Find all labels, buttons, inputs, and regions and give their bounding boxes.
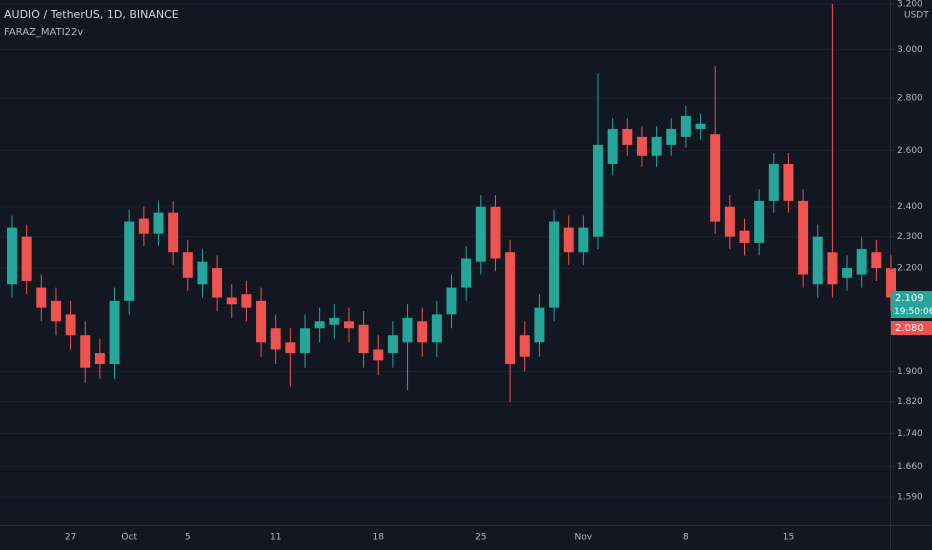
chart-title: AUDIO / TetherUS, 1D, BINANCE: [4, 8, 179, 21]
y-unit: USDT: [904, 11, 929, 21]
candle-body: [812, 236, 823, 285]
candle-body: [256, 300, 267, 343]
y-tick-label: 2.300: [897, 232, 923, 242]
x-tick-label: Nov: [575, 533, 593, 543]
y-tick-label: 1.900: [897, 367, 923, 377]
candle-body: [446, 287, 457, 315]
candle-body: [138, 218, 149, 234]
candle-body: [607, 128, 618, 165]
y-tick-label: 1.820: [897, 397, 923, 407]
candle-body: [578, 227, 589, 253]
candle-body: [226, 297, 237, 305]
candle-body: [842, 268, 853, 278]
grid: [0, 3, 890, 498]
candle-body: [490, 206, 501, 259]
candle-body: [182, 252, 193, 278]
candle-body: [373, 349, 384, 361]
candle-body: [36, 287, 47, 308]
candle-body: [21, 236, 32, 282]
candle-body: [314, 321, 325, 329]
candle-body: [563, 227, 574, 253]
y-tick-label: 3.000: [897, 45, 923, 55]
candle-body: [402, 317, 413, 343]
candle-body: [80, 335, 91, 368]
y-tick-label: 2.800: [897, 94, 923, 104]
candle-body: [300, 328, 310, 354]
x-tick-label: 8: [683, 533, 689, 543]
candle-body: [724, 206, 735, 237]
candle-body: [593, 144, 603, 237]
candle-body: [549, 221, 560, 308]
candle-body: [168, 212, 179, 253]
x-tick-label: 25: [475, 533, 486, 543]
y-tick-label: 3.200: [897, 0, 923, 9]
candle-body: [827, 252, 838, 285]
indicator-price-label: 2.080: [895, 323, 924, 334]
candle-body: [270, 328, 281, 350]
candle-body: [651, 136, 662, 156]
candle-body: [50, 300, 61, 322]
candle-body: [461, 258, 472, 288]
labels: 3.200 3.000 2.800 2.600 2.400 2.300 2.200 1.900…: [65, 0, 923, 543]
candle-body: [475, 206, 486, 262]
candle-body: [680, 115, 691, 137]
indicator-name: FARAZ_MATI22v: [4, 27, 83, 38]
last-price-label: 2.109: [895, 293, 924, 304]
candle-body: [431, 314, 442, 343]
candle-body: [739, 230, 750, 243]
candle-body: [798, 200, 809, 275]
y-tick-label: 2.400: [897, 202, 923, 212]
indicator-price-box: [891, 321, 932, 335]
candle-body: [636, 136, 647, 156]
candle-body: [783, 164, 794, 201]
candle-body: [153, 212, 164, 234]
candle-body: [343, 321, 354, 329]
candle-body: [534, 307, 545, 343]
candle-body: [768, 164, 779, 201]
x-tick-label: 11: [270, 533, 281, 543]
candle-body: [622, 128, 633, 145]
candle-body: [358, 324, 369, 354]
candle-body: [197, 261, 208, 285]
x-tick-label: 15: [783, 533, 794, 543]
candle-body: [109, 300, 120, 365]
countdown-box: [891, 305, 932, 318]
candle-body: [710, 134, 721, 222]
candle-body: [695, 123, 706, 129]
y-tick-label: 2.200: [897, 264, 923, 274]
x-tick-label: Oct: [121, 533, 137, 543]
candles: [7, 3, 896, 402]
y-tick-label: 1.660: [897, 462, 923, 472]
candle-body: [241, 294, 252, 308]
countdown-label: 19:50:06: [894, 307, 932, 317]
candle-body: [754, 200, 765, 243]
x-tick-label: 27: [65, 533, 76, 543]
candle-body: [666, 128, 677, 145]
candle-body: [124, 221, 135, 301]
candle-body: [519, 335, 530, 357]
y-tick-label: 1.740: [897, 429, 923, 439]
candle-body: [329, 317, 340, 325]
candle-body: [387, 335, 398, 354]
candle-body: [856, 249, 867, 275]
candle-body: [417, 321, 428, 343]
candle-body: [871, 252, 882, 269]
candle-body: [65, 314, 76, 336]
x-tick-label: 5: [185, 533, 191, 543]
candle-body: [7, 227, 17, 285]
y-tick-label: 2.600: [897, 146, 923, 156]
last-price-box: [891, 291, 932, 305]
y-tick-label: 1.590: [897, 492, 923, 502]
candle-body: [505, 252, 516, 365]
x-tick-label: 18: [373, 533, 385, 543]
candle-body: [94, 353, 105, 365]
candle-body: [886, 268, 896, 298]
candle-body: [285, 342, 296, 354]
candle-body: [212, 268, 223, 298]
